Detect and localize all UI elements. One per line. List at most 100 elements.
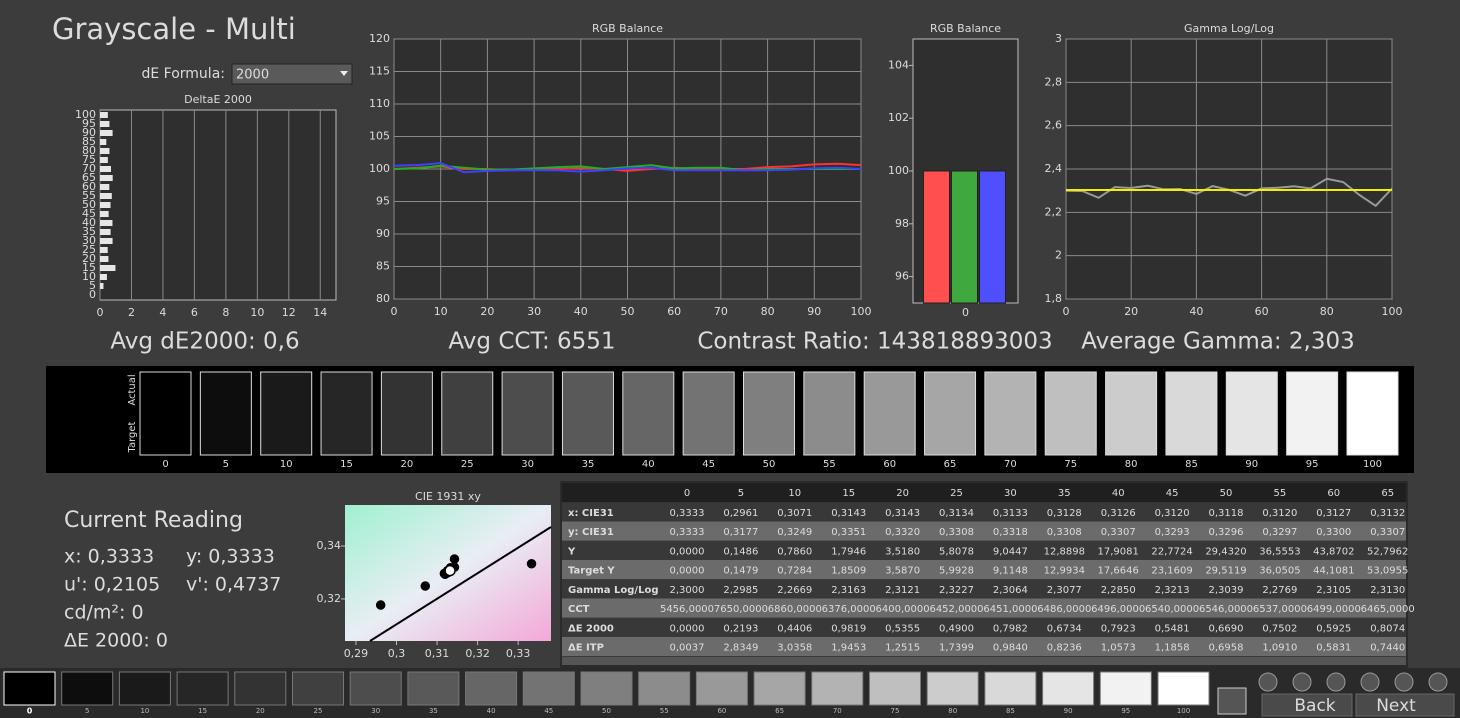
y-tick-label: 0 [89, 288, 96, 301]
table-cell: 3,5180 [885, 546, 920, 557]
patch-button[interactable] [869, 671, 921, 706]
x-tick-label: 60 [1255, 305, 1269, 318]
patch-label[interactable]: 10 [140, 707, 149, 715]
patch-button[interactable] [349, 671, 402, 706]
toolbar-icon[interactable] [1292, 672, 1312, 692]
patch-label[interactable]: 20 [256, 707, 265, 715]
x-tick-label: 0 [391, 305, 398, 318]
patch-label[interactable]: 30 [371, 707, 380, 715]
gray-swatch [863, 371, 916, 456]
swatch-label: 65 [944, 459, 957, 470]
patch-button[interactable] [522, 671, 575, 706]
table-cell: 22,7724 [1151, 546, 1192, 557]
patch-label[interactable]: 65 [775, 707, 784, 715]
y-tick-label: 20 [82, 252, 96, 265]
patch-label[interactable]: 100 [1177, 707, 1190, 715]
bar [100, 121, 110, 127]
patch-label[interactable]: 45 [544, 707, 553, 715]
patch-button[interactable] [984, 671, 1037, 706]
patch-button[interactable] [3, 671, 56, 706]
column-header: 5 [738, 488, 744, 499]
select-box[interactable] [231, 63, 353, 85]
y-tick-label: 2 [1055, 249, 1062, 262]
table-scrollbar[interactable] [562, 657, 1406, 665]
toolbar-icon[interactable] [1326, 672, 1346, 692]
patch-button[interactable] [1042, 671, 1095, 706]
table-cell: 2,3213 [1155, 585, 1190, 596]
toolbar-icon[interactable] [1394, 672, 1414, 692]
patch-label[interactable]: 55 [660, 707, 669, 715]
scatter-point [444, 564, 456, 577]
select-value[interactable]: 2000 [236, 68, 269, 83]
back-label[interactable]: Back [1294, 696, 1335, 716]
next-button[interactable] [1355, 693, 1455, 717]
toolbar-icon[interactable] [1360, 672, 1380, 692]
table-cell: 2,3000 [670, 585, 705, 596]
patch-label[interactable]: 60 [717, 707, 726, 715]
patch-button[interactable] [580, 671, 633, 706]
patch-label[interactable]: 5 [85, 707, 89, 715]
patch-label[interactable]: 35 [429, 707, 438, 715]
patch-label[interactable]: 70 [833, 707, 842, 715]
toolbar-icon[interactable] [1258, 672, 1278, 692]
patch-button[interactable] [118, 671, 171, 706]
patch-button[interactable] [61, 671, 114, 706]
gray-swatch [441, 371, 494, 456]
next-label[interactable]: Next [1376, 696, 1416, 716]
table-cell: 0,3333 [670, 527, 705, 538]
table-cell: 44,1081 [1313, 566, 1354, 577]
gray-swatch [1346, 371, 1399, 456]
patch-button[interactable] [926, 671, 979, 706]
patch-label[interactable]: 40 [487, 707, 496, 715]
table-row [562, 617, 1406, 637]
y-tick-label: 98 [895, 217, 909, 230]
patch-label[interactable]: 75 [891, 707, 900, 715]
table-cell: 2,3105 [1316, 585, 1351, 596]
swatch-label: 50 [763, 459, 776, 470]
swatch-label: 60 [883, 459, 896, 470]
x-tick-label: 100 [1382, 305, 1403, 318]
select-arrow[interactable] [340, 71, 348, 76]
patch-label[interactable]: 15 [198, 707, 207, 715]
bar [979, 170, 1006, 304]
patch-label[interactable]: 50 [602, 707, 611, 715]
bar [100, 265, 116, 271]
table-cell: 0,9840 [993, 643, 1028, 654]
gray-swatch [743, 371, 795, 456]
back-button[interactable] [1261, 693, 1353, 717]
patch-button[interactable] [753, 671, 806, 706]
patch-label[interactable]: 95 [1121, 707, 1130, 715]
patch-button[interactable] [407, 671, 460, 706]
row-label: ΔE ITP [568, 643, 604, 654]
patch-button[interactable] [176, 671, 229, 706]
x-tick-label: 0,31 [425, 647, 450, 660]
gray-swatch [260, 371, 313, 456]
gray-swatch [1286, 371, 1339, 456]
patch-label[interactable]: 0 [27, 707, 33, 716]
patch-button[interactable] [1099, 671, 1152, 706]
patch-button[interactable] [234, 671, 287, 706]
toolbar-icon[interactable] [1428, 672, 1448, 692]
patch-button[interactable] [695, 671, 748, 706]
table-cell: 1,9453 [831, 643, 866, 654]
patch-button[interactable] [292, 671, 344, 706]
patch-button[interactable] [1157, 671, 1210, 706]
patch-label[interactable]: 80 [948, 707, 957, 715]
patch-label[interactable]: 90 [1064, 707, 1073, 715]
table-cell: 0,1479 [723, 566, 758, 577]
table-cell: 0,7982 [993, 623, 1028, 634]
formula-select[interactable]: 2000 [231, 63, 353, 85]
patch-label[interactable]: 25 [314, 707, 323, 715]
patch-button[interactable] [638, 671, 691, 706]
patch-button[interactable] [811, 671, 864, 706]
patch-label[interactable]: 85 [1006, 707, 1015, 715]
table-cell: 0,7440 [1370, 643, 1405, 654]
stop-button[interactable] [1217, 687, 1247, 715]
column-header: 50 [1220, 488, 1233, 499]
table-cell: 0,3333 [670, 508, 705, 519]
scatter-point [375, 600, 386, 610]
swatch-label: 20 [401, 459, 414, 470]
patch-button[interactable] [465, 671, 518, 706]
x-tick-label: 14 [313, 306, 327, 319]
gray-swatch [1225, 371, 1278, 456]
